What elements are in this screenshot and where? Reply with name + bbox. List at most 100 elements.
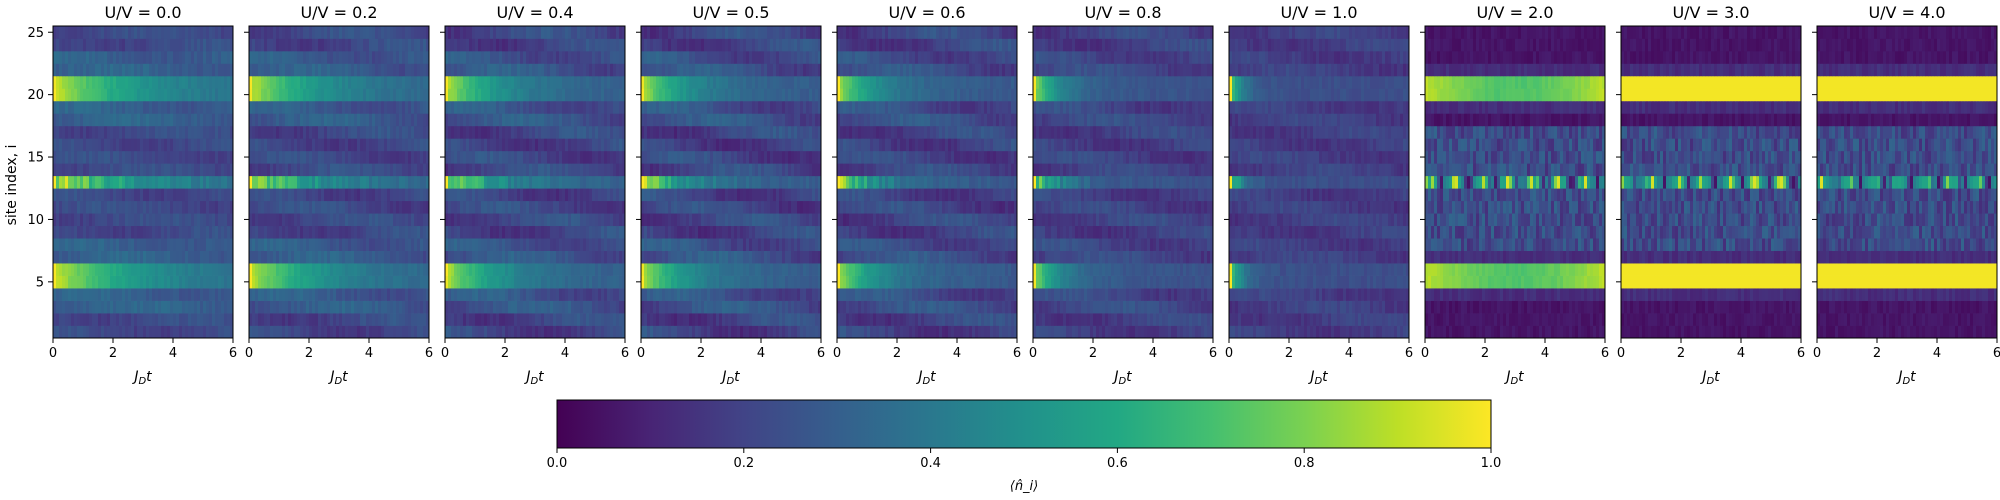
heatmap-cell — [782, 288, 786, 301]
heatmap-cell — [448, 225, 452, 239]
heatmap-cell — [146, 200, 150, 214]
heatmap-cell — [417, 75, 421, 89]
heatmap-cell — [297, 300, 301, 314]
heatmap-cell — [592, 26, 596, 39]
heatmap-cell — [146, 100, 150, 114]
heatmap-cell — [333, 300, 337, 314]
heatmap-cell — [101, 100, 105, 114]
heatmap-cell — [62, 175, 66, 189]
heatmap-cell — [143, 263, 147, 276]
heatmap-cell — [529, 250, 533, 264]
heatmap-cell — [351, 250, 355, 264]
heatmap-cell — [484, 200, 488, 214]
heatmap-cell — [140, 113, 144, 127]
heatmap-cell — [448, 238, 452, 251]
heatmap-cell — [417, 38, 421, 52]
heatmap-cell — [107, 125, 111, 139]
heatmap-cell — [508, 88, 512, 102]
heatmap-cell — [613, 213, 617, 227]
heatmap-cell — [303, 275, 307, 289]
heatmap-cell — [803, 288, 807, 301]
heatmap-cell — [734, 313, 738, 326]
heatmap-cell — [396, 26, 400, 39]
heatmap-cell — [270, 225, 274, 239]
heatmap-cell — [218, 250, 222, 264]
heatmap-cell — [463, 138, 467, 152]
heatmap-cell — [547, 175, 551, 189]
heatmap-cell — [420, 163, 424, 177]
heatmap-cell — [746, 313, 750, 326]
heatmap-cell — [505, 88, 509, 102]
heatmap-cell — [86, 50, 90, 64]
heatmap-cell — [249, 175, 253, 189]
heatmap-cell — [56, 38, 60, 52]
heatmap-cell — [508, 313, 512, 326]
heatmap-cell — [167, 300, 171, 314]
heatmap-cell — [303, 250, 307, 264]
heatmap-cell — [460, 138, 464, 152]
heatmap-cell — [62, 288, 66, 301]
heatmap-cell — [137, 26, 141, 39]
heatmap-cell — [83, 313, 87, 326]
heatmap-cell — [472, 313, 476, 326]
heatmap-cell — [523, 225, 527, 239]
heatmap-cell — [815, 300, 819, 314]
heatmap-cell — [125, 263, 129, 276]
heatmap-cell — [369, 313, 373, 326]
heatmap-cell — [110, 175, 114, 189]
heatmap-cell — [390, 188, 394, 202]
heatmap-cell — [387, 26, 391, 39]
heatmap-cell — [363, 50, 367, 64]
heatmap-cell — [212, 300, 216, 314]
heatmap-cell — [119, 288, 123, 301]
heatmap-cell — [622, 188, 626, 202]
heatmap-cell — [695, 325, 699, 339]
heatmap-cell — [354, 113, 358, 127]
heatmap-cell — [559, 325, 563, 339]
heatmap-cell — [553, 200, 557, 214]
heatmap-cell — [478, 75, 482, 89]
heatmap-cell — [538, 250, 542, 264]
heatmap-cell — [306, 325, 310, 339]
heatmap-cell — [80, 63, 84, 77]
heatmap-cell — [517, 113, 521, 127]
heatmap-cell — [568, 50, 572, 64]
heatmap-cell — [149, 150, 153, 164]
heatmap-cell — [348, 238, 352, 251]
heatmap-cell — [270, 63, 274, 77]
x-tick-label: 2 — [305, 346, 313, 361]
heatmap-cell — [788, 288, 792, 301]
heatmap-cell — [713, 275, 717, 289]
heatmap-cell — [662, 275, 666, 289]
heatmap-cell — [381, 100, 385, 114]
heatmap-cell — [188, 63, 192, 77]
heatmap-cell — [369, 38, 373, 52]
heatmap-cell — [363, 238, 367, 251]
heatmap-cell — [143, 175, 147, 189]
heatmap-cell — [176, 175, 180, 189]
heatmap-cell — [451, 225, 455, 239]
heatmap-cell — [472, 26, 476, 39]
heatmap-cell — [333, 238, 337, 251]
heatmap-cell — [191, 213, 195, 227]
heatmap-cell — [451, 200, 455, 214]
heatmap-cell — [179, 325, 183, 339]
heatmap-cell — [303, 63, 307, 77]
heatmap-cell — [520, 125, 524, 139]
heatmap-cell — [508, 125, 512, 139]
heatmap-cell — [463, 50, 467, 64]
heatmap-cell — [544, 88, 548, 102]
heatmap-cell — [520, 88, 524, 102]
heatmap-cell — [770, 288, 774, 301]
heatmap-cell — [553, 225, 557, 239]
heatmap-cell — [182, 213, 186, 227]
heatmap-cell — [98, 288, 102, 301]
heatmap-cell — [550, 125, 554, 139]
heatmap-cell — [526, 250, 530, 264]
heatmap-cell — [785, 263, 789, 276]
heatmap-cell — [179, 100, 183, 114]
heatmap-cell — [466, 50, 470, 64]
heatmap-cell — [426, 175, 430, 189]
heatmap-cell — [330, 300, 334, 314]
heatmap-cell — [556, 88, 560, 102]
